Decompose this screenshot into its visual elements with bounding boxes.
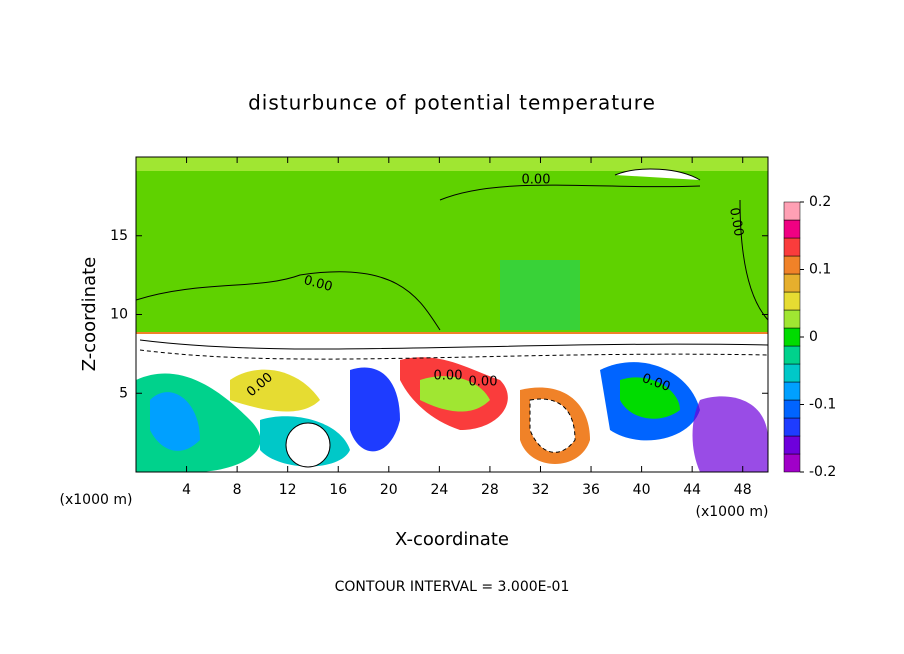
colorbar-swatch [783,399,801,419]
colorbar-swatch [783,255,801,275]
colorbar-swatch [783,327,801,347]
colorbar-tick-label: 0.1 [809,262,831,278]
x-tick-label: 12 [279,482,297,498]
x-axis-label: X-coordinate [395,529,509,550]
y-tick-label: 5 [119,385,128,401]
colorbar-swatch [783,273,801,293]
x-tick-label: 36 [582,482,600,498]
x-tick-label: 4 [182,482,191,498]
colorbar-tick-label: 0 [809,329,818,345]
colorbar-swatch [783,435,801,455]
colorbar-swatch [783,237,801,257]
y-axis-label: Z-coordinate [79,257,100,372]
x-tick-label: 28 [481,482,499,498]
colorbar-swatch [783,309,801,329]
contour-label: 0.00 [726,206,746,237]
contour-label: 0.00 [434,369,463,384]
contour-label: 0.00 [302,273,334,295]
colorbar-tick-label: 0.2 [809,194,831,210]
colorbar-swatch [783,345,801,365]
y-tick-label: 10 [110,307,128,323]
colorbar-swatch [783,453,801,473]
x-tick-label: 16 [329,482,347,498]
x-tick-label: 48 [734,482,752,498]
x-tick-label: 40 [633,482,651,498]
annotation: CONTOUR INTERVAL = 3.000E-01 [335,579,570,595]
colorbar-swatch [783,417,801,437]
contour-label: 0.00 [522,173,551,188]
chart-title: disturbunce of potential temperature [248,91,656,115]
x-tick-label: 32 [532,482,550,498]
colorbar-swatch [783,381,801,401]
colorbar-swatch [783,201,801,221]
colorbar-swatch [783,363,801,383]
x-units: (x1000 m) [696,504,769,520]
contour-label: 0.00 [469,375,498,390]
x-tick-label: 20 [380,482,398,498]
field [136,157,768,472]
colorbar-tick-label: -0.1 [809,397,836,413]
x-tick-label: 8 [233,482,242,498]
x-tick-label: 24 [430,482,448,498]
colorbar-tick-label: -0.2 [809,464,836,480]
y-tick-label: 15 [110,228,128,244]
colorbar-swatch [783,219,801,239]
colorbar-swatch [783,291,801,311]
x-tick-label: 44 [683,482,701,498]
y-units: (x1000 m) [60,492,133,508]
